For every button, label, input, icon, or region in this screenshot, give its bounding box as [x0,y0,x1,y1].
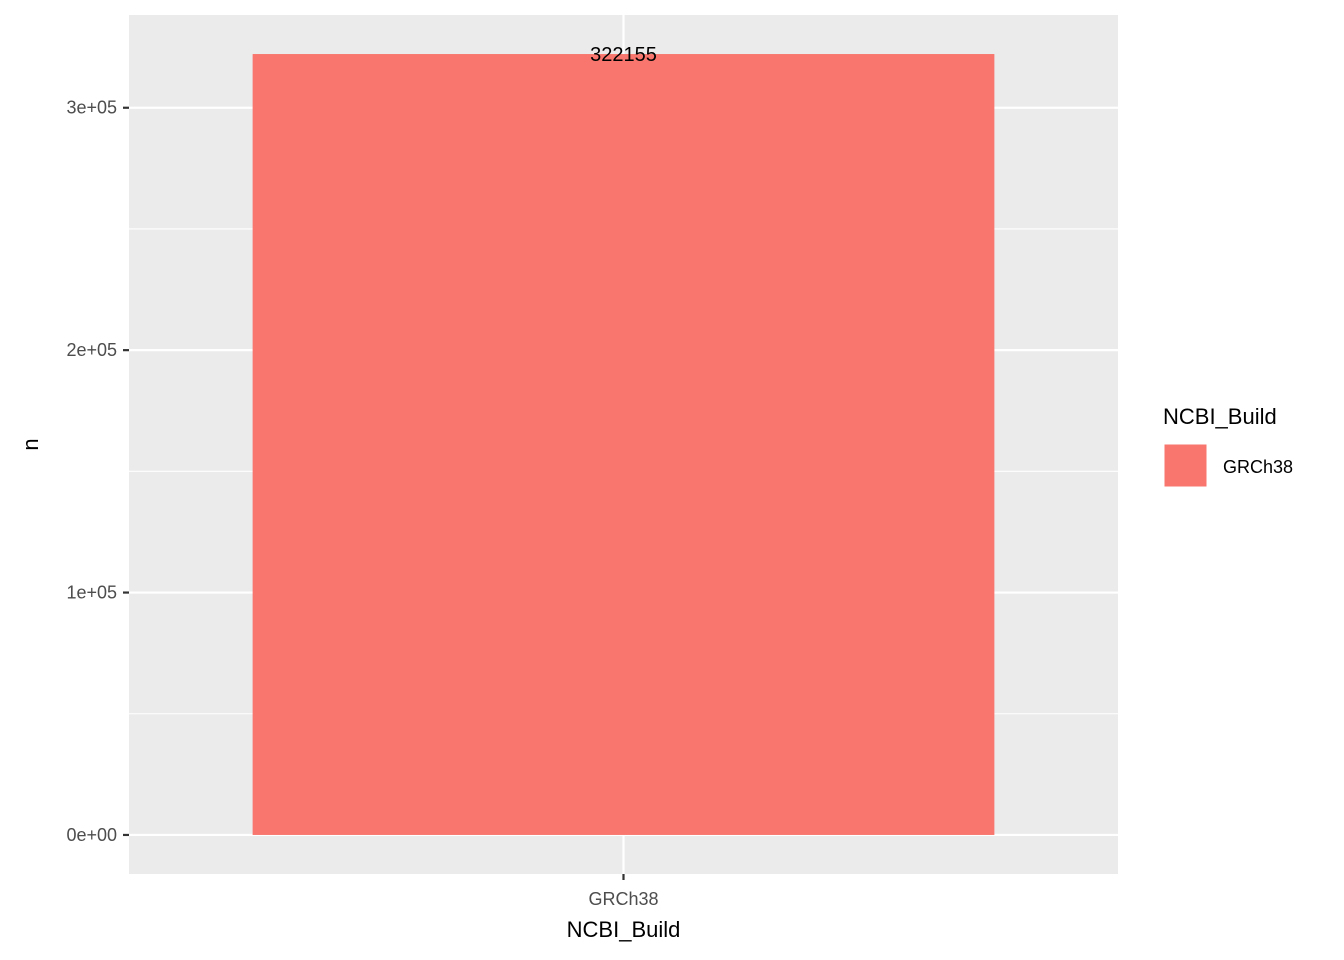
data-label: 322155 [590,44,657,66]
bar [252,54,995,835]
bars [252,54,995,835]
data-labels: 322155 [590,44,657,66]
x-axis-title: NCBI_Build [567,917,681,942]
y-tick-label: 3e+05 [66,98,117,118]
y-axis-title: n [18,438,43,450]
legend-label: GRCh38 [1223,457,1293,477]
x-axis: GRCh38 [588,874,659,909]
y-axis: 0e+00 1e+05 2e+05 3e+05 [66,98,129,845]
y-tick-label: 0e+00 [66,825,117,845]
legend-key [1163,443,1208,488]
legend-title: NCBI_Build [1163,404,1277,429]
y-tick-label: 2e+05 [66,340,117,360]
x-tick-label: GRCh38 [588,889,658,909]
legend-items: GRCh38 [1163,443,1293,488]
legend: NCBI_Build GRCh38 [1163,404,1293,488]
y-tick-label: 1e+05 [66,583,117,603]
